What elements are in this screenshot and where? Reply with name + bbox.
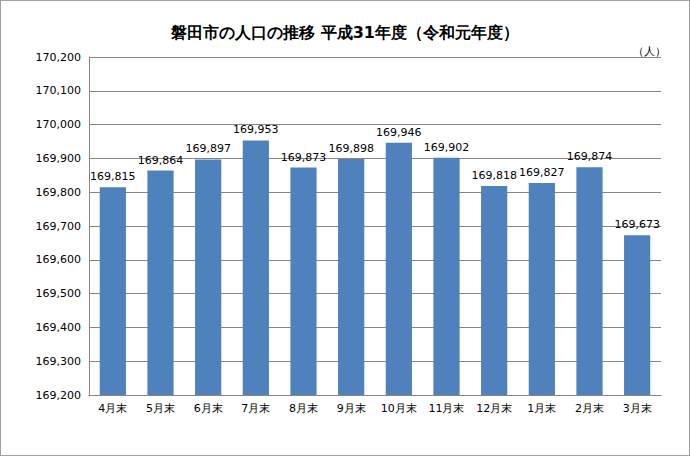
svg-text:169,946: 169,946 bbox=[376, 126, 422, 139]
svg-text:169,897: 169,897 bbox=[185, 142, 231, 155]
svg-text:12月末: 12月末 bbox=[476, 402, 512, 415]
svg-text:169,864: 169,864 bbox=[138, 154, 184, 167]
svg-text:170,000: 170,000 bbox=[36, 118, 82, 131]
svg-text:6月末: 6月末 bbox=[194, 402, 223, 415]
svg-text:3月末: 3月末 bbox=[623, 402, 652, 415]
svg-text:169,815: 169,815 bbox=[90, 170, 136, 183]
svg-text:169,953: 169,953 bbox=[233, 123, 279, 136]
svg-text:4月末: 4月末 bbox=[98, 402, 127, 415]
svg-text:169,874: 169,874 bbox=[567, 150, 613, 163]
svg-text:169,898: 169,898 bbox=[328, 142, 374, 155]
svg-text:8月末: 8月末 bbox=[289, 402, 318, 415]
svg-text:11月末: 11月末 bbox=[429, 402, 465, 415]
svg-text:169,700: 169,700 bbox=[36, 220, 82, 233]
svg-text:169,902: 169,902 bbox=[424, 141, 470, 154]
svg-text:169,873: 169,873 bbox=[281, 151, 327, 164]
svg-text:10月末: 10月末 bbox=[381, 402, 417, 415]
svg-text:7月末: 7月末 bbox=[241, 402, 270, 415]
svg-text:169,200: 169,200 bbox=[36, 389, 82, 402]
svg-text:170,100: 170,100 bbox=[36, 84, 82, 97]
svg-text:169,900: 169,900 bbox=[36, 152, 82, 165]
svg-text:169,818: 169,818 bbox=[471, 169, 517, 182]
svg-text:170,200: 170,200 bbox=[36, 51, 82, 64]
svg-text:169,400: 169,400 bbox=[36, 321, 82, 334]
svg-text:169,500: 169,500 bbox=[36, 287, 82, 300]
svg-text:2月末: 2月末 bbox=[575, 402, 604, 415]
svg-text:磐田市の人口の推移 平成31年度（令和元年度）: 磐田市の人口の推移 平成31年度（令和元年度） bbox=[170, 23, 519, 42]
svg-text:169,300: 169,300 bbox=[36, 355, 82, 368]
svg-text:169,600: 169,600 bbox=[36, 253, 82, 266]
svg-text:5月末: 5月末 bbox=[146, 402, 175, 415]
svg-text:9月末: 9月末 bbox=[337, 402, 366, 415]
svg-text:169,800: 169,800 bbox=[36, 186, 82, 199]
svg-text:169,673: 169,673 bbox=[614, 218, 660, 231]
svg-text:（人）: （人） bbox=[633, 45, 666, 58]
svg-text:1月末: 1月末 bbox=[527, 402, 556, 415]
svg-text:169,827: 169,827 bbox=[519, 166, 565, 179]
